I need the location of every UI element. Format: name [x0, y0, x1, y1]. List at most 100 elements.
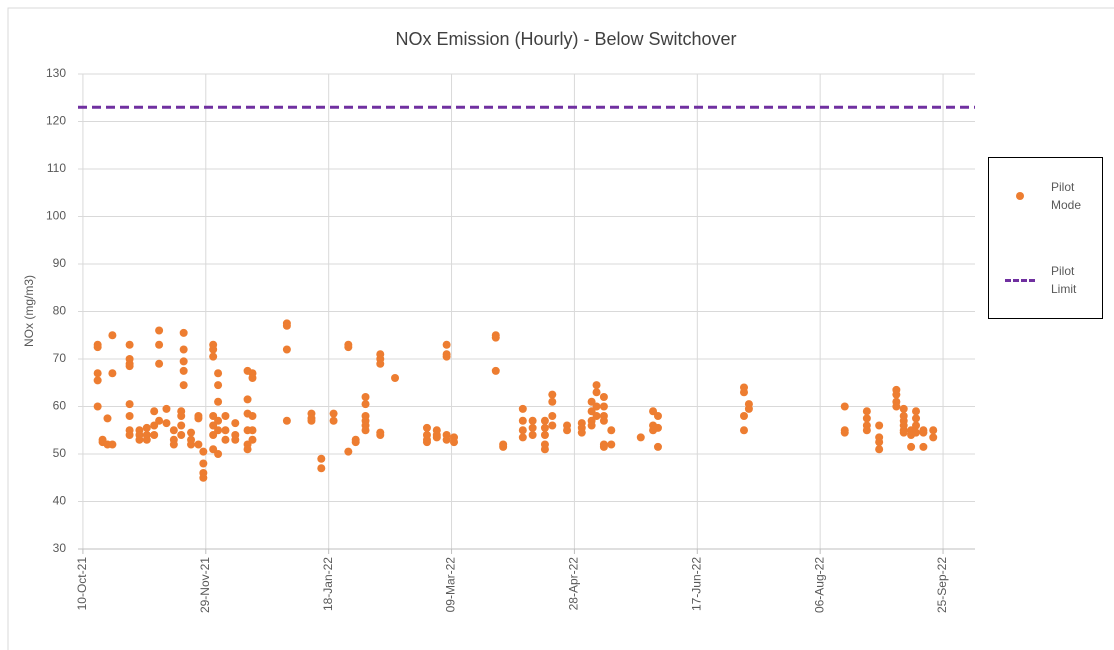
- data-point: [221, 435, 230, 444]
- data-point: [442, 352, 451, 361]
- data-point: [221, 412, 230, 420]
- legend-label: Pilot Mode: [1051, 180, 1082, 212]
- x-tick-label: 17-Jun-22: [689, 557, 703, 611]
- x-tick-label: 18-Jan-22: [321, 557, 335, 611]
- data-point: [329, 416, 338, 425]
- data-point: [351, 438, 360, 447]
- data-point: [248, 374, 257, 382]
- data-point: [528, 423, 537, 432]
- data-point: [548, 397, 557, 406]
- data-point: [518, 426, 527, 435]
- data-point: [282, 416, 291, 425]
- data-point: [194, 414, 203, 423]
- y-tick-label: 100: [46, 209, 66, 223]
- data-point: [179, 328, 188, 337]
- data-point: [214, 416, 223, 425]
- data-point: [587, 421, 596, 430]
- data-point: [840, 402, 849, 411]
- y-axis-label: NOx (mg/m3): [22, 275, 36, 347]
- data-point: [177, 412, 186, 420]
- data-point: [179, 345, 188, 354]
- data-point: [599, 416, 608, 425]
- data-point: [150, 421, 159, 430]
- data-point: [231, 435, 240, 444]
- data-point: [929, 426, 938, 435]
- data-point: [739, 426, 748, 435]
- data-point: [209, 345, 218, 354]
- x-tick-label: 25-Sep-22: [935, 557, 949, 613]
- data-point: [442, 340, 451, 349]
- data-point: [194, 440, 203, 449]
- legend-key: [1005, 189, 1035, 203]
- legend-marker: [1005, 279, 1035, 282]
- data-point: [528, 431, 537, 439]
- data-point: [248, 426, 257, 435]
- data-point: [199, 459, 208, 468]
- y-tick-label: 120: [46, 114, 66, 128]
- y-tick-label: 40: [53, 494, 67, 508]
- data-point: [649, 407, 658, 416]
- data-point: [155, 359, 164, 368]
- data-point: [361, 393, 370, 401]
- data-point: [540, 445, 549, 454]
- data-point: [125, 400, 134, 409]
- data-point: [599, 442, 608, 451]
- data-point: [422, 438, 431, 447]
- y-tick-label: 60: [53, 399, 67, 413]
- data-point: [179, 366, 188, 375]
- data-point: [221, 426, 230, 435]
- data-point: [125, 431, 134, 439]
- data-point: [142, 423, 151, 432]
- x-tick-label: 29-Nov-21: [198, 557, 212, 613]
- data-point: [528, 416, 537, 425]
- data-point: [862, 414, 871, 423]
- data-point: [155, 340, 164, 349]
- data-point: [376, 431, 385, 439]
- data-point: [875, 445, 884, 454]
- data-point: [376, 359, 385, 368]
- legend-item: Pilot Limit: [1005, 262, 1091, 298]
- data-point: [243, 445, 252, 454]
- data-point: [912, 428, 921, 437]
- data-point: [282, 321, 291, 330]
- y-tick-label: 90: [53, 256, 67, 270]
- data-point: [548, 412, 557, 420]
- data-point: [214, 450, 223, 458]
- data-point: [344, 447, 353, 456]
- data-point: [875, 421, 884, 430]
- x-tick-label: 28-Apr-22: [567, 557, 581, 611]
- data-point: [607, 426, 616, 435]
- data-point: [862, 426, 871, 435]
- data-point: [155, 326, 164, 335]
- data-point: [592, 388, 601, 397]
- data-point: [919, 442, 928, 451]
- data-point: [179, 357, 188, 366]
- data-point: [587, 407, 596, 416]
- data-point: [150, 431, 159, 439]
- data-point: [209, 352, 218, 361]
- data-point: [636, 433, 645, 442]
- data-point: [162, 404, 171, 413]
- data-point: [491, 333, 500, 342]
- data-point: [214, 381, 223, 390]
- legend-label: Pilot Limit: [1051, 264, 1077, 296]
- data-point: [214, 426, 223, 435]
- data-point: [548, 421, 557, 430]
- data-point: [162, 419, 171, 428]
- data-point: [150, 407, 159, 416]
- data-point: [209, 412, 218, 420]
- data-point: [599, 393, 608, 401]
- data-point: [93, 369, 102, 378]
- data-point: [214, 369, 223, 378]
- data-point: [592, 402, 601, 411]
- data-point: [317, 454, 326, 463]
- data-point: [653, 412, 662, 420]
- data-point: [862, 407, 871, 416]
- data-point: [892, 402, 901, 411]
- data-point: [840, 428, 849, 437]
- legend-marker: [1016, 192, 1024, 200]
- data-point: [248, 435, 257, 444]
- data-point: [125, 362, 134, 371]
- data-point: [875, 438, 884, 447]
